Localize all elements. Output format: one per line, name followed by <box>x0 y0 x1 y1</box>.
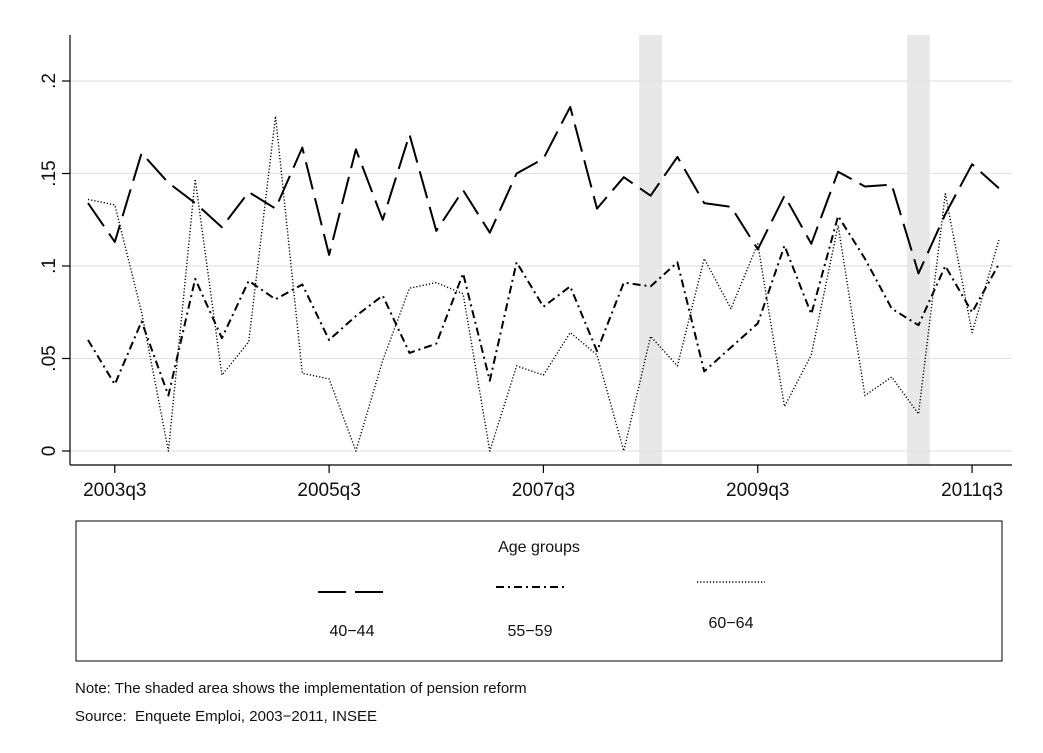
shaded-period-2 <box>907 35 930 465</box>
series-line-1 <box>87 105 1000 275</box>
shaded-period-1 <box>639 35 662 465</box>
y-tick-label: .1 <box>39 258 60 274</box>
legend-entries: 40−44 55−59 60−64 <box>318 581 765 640</box>
grid-lines <box>70 80 1012 452</box>
legend-title: Age groups <box>498 539 580 556</box>
x-tick-label: 2005q3 <box>297 480 360 501</box>
x-tick-label: 2003q3 <box>83 480 146 501</box>
legend-label: 55−59 <box>508 623 553 640</box>
x-tick-label: 2011q3 <box>941 480 1003 501</box>
legend-box <box>75 520 1003 662</box>
y-tick-label: .05 <box>39 345 60 371</box>
source-text: Source: Enquete Emploi, 2003−2011, INSEE <box>75 708 377 725</box>
y-axis-ticks: 0 .05 .1 .15 .2 <box>39 73 70 456</box>
series-lines <box>87 105 1000 452</box>
x-tick-label: 2009q3 <box>726 480 789 501</box>
x-axis-ticks: 2003q3 2005q3 2007q3 2009q3 2011q3 <box>83 465 1003 501</box>
shaded-periods <box>639 35 930 465</box>
y-tick-label: 0 <box>39 446 60 457</box>
y-tick-label: .15 <box>39 160 60 186</box>
legend-label: 60−64 <box>709 615 754 632</box>
legend-label: 40−44 <box>330 623 375 640</box>
note-text: Note: The shaded area shows the implemen… <box>75 680 527 697</box>
series-line-3 <box>87 115 1000 452</box>
y-tick-label: .2 <box>39 73 60 89</box>
x-tick-label: 2007q3 <box>512 480 575 501</box>
